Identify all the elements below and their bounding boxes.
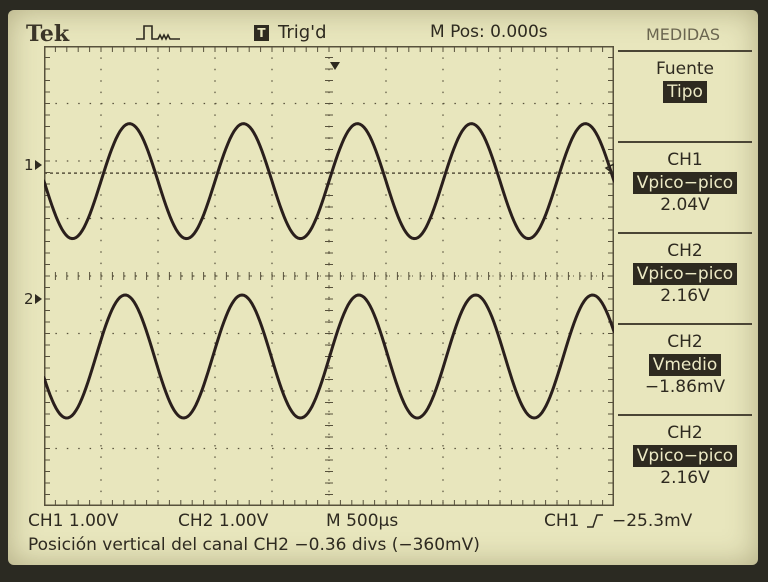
menu-item-selected: Tipo xyxy=(663,81,707,103)
trigger-badge: T xyxy=(254,25,269,41)
bottom-status-bar: CH1 1.00V CH2 1.00V M 500µs CH1 −25.3mV … xyxy=(8,505,758,565)
menu-item-measure-2[interactable]: CH2 Vpico−pico 2.16V xyxy=(618,232,752,321)
menu-item-label: CH1 xyxy=(667,150,703,170)
rising-edge-icon xyxy=(587,514,603,528)
menu-item-measure-3[interactable]: CH2 Vmedio −1.86mV xyxy=(618,323,752,412)
ch2-waveform xyxy=(44,293,614,420)
ch1-waveform xyxy=(44,122,614,241)
menu-item-label: CH2 xyxy=(667,423,703,443)
menu-item-measure-4[interactable]: CH2 Vpico−pico 2.16V xyxy=(618,414,752,503)
menu-item-measure-1[interactable]: CH1 Vpico−pico 2.04V xyxy=(618,141,752,230)
status-message: Posición vertical del canal CH2 −0.36 di… xyxy=(28,535,480,555)
waveform-graticule xyxy=(44,46,614,506)
menu-item-label: CH2 xyxy=(667,241,703,261)
graticule-lines xyxy=(44,46,614,506)
menu-item-value: 2.04V xyxy=(660,195,710,215)
trigger-status: Trig'd xyxy=(278,22,327,43)
menu-title: MEDIDAS xyxy=(645,25,721,44)
menu-item-selected: Vpico−pico xyxy=(632,445,738,467)
menu-item-label: CH2 xyxy=(667,332,703,352)
ch2-ground-marker: 2 xyxy=(24,290,34,308)
timebase: M 500µs xyxy=(326,511,399,531)
menu-item-value: −1.86mV xyxy=(644,377,726,397)
menu-item-selected: Vmedio xyxy=(648,354,722,376)
top-status-bar: Tek T Trig'd M Pos: 0.000s xyxy=(8,10,613,47)
ch2-marker-arrow xyxy=(35,294,42,304)
menu-item-value: 2.16V xyxy=(660,468,710,488)
ch2-scale: CH2 1.00V xyxy=(178,511,269,531)
menu-item-selected: Vpico−pico xyxy=(632,172,738,194)
ch1-marker-arrow xyxy=(35,160,42,170)
ch1-ground-marker: 1 xyxy=(24,156,34,174)
menu-item-value: 2.16V xyxy=(660,286,710,306)
menu-item-selected: Vpico−pico xyxy=(632,263,738,285)
ch1-scale: CH1 1.00V xyxy=(28,511,119,531)
trigger-source: CH1 xyxy=(544,511,580,531)
main-position: M Pos: 0.000s xyxy=(430,22,548,42)
trigger-level: −25.3mV xyxy=(612,511,693,531)
measure-side-menu: Fuente Tipo CH1 Vpico−pico 2.04V CH2 Vpi… xyxy=(618,50,752,505)
menu-item-source[interactable]: Fuente Tipo xyxy=(618,50,752,139)
tek-logo: Tek xyxy=(26,21,70,47)
trigger-level-icon xyxy=(604,163,614,175)
oscilloscope-screen: Tek T Trig'd M Pos: 0.000s MEDIDAS 1 2 F… xyxy=(8,10,758,565)
acquisition-icon xyxy=(136,25,180,41)
menu-item-label: Fuente xyxy=(656,59,714,79)
trigger-position-icon xyxy=(330,62,340,70)
